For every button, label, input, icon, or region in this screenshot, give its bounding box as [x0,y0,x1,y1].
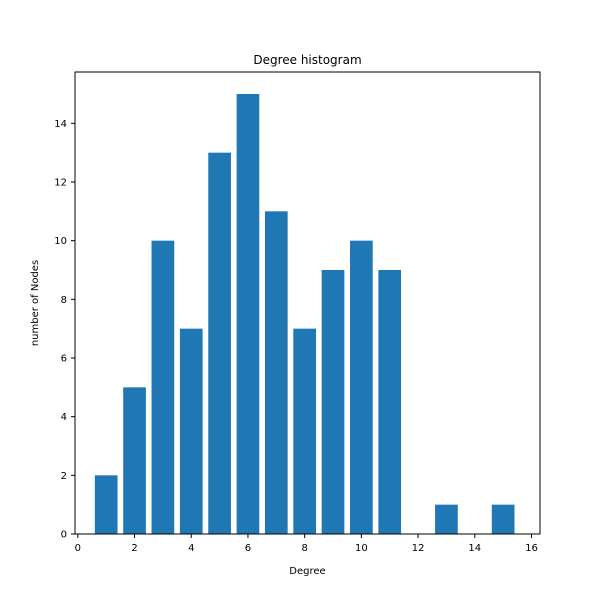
bar-degree-8 [293,328,317,534]
chart-title: Degree histogram [253,53,361,67]
bar-degree-4 [179,328,203,534]
y-tick-label: 8 [61,295,67,306]
y-tick-label: 6 [61,354,67,365]
y-tick-label: 0 [61,530,67,541]
bar-degree-11 [378,270,402,534]
bar-degree-1 [94,475,118,534]
bar-degree-5 [208,152,231,534]
x-tick-label: 4 [188,543,194,554]
plot-frame [74,71,541,535]
bar-degree-3 [151,240,175,534]
x-axis-label: Degree [289,566,325,577]
bar-degree-10 [350,240,373,534]
y-axis-label: number of Nodes [30,260,41,346]
x-tick-label: 2 [131,543,137,554]
x-tick-label: 16 [525,543,538,554]
y-tick-label: 10 [54,236,67,247]
y-tick-label: 2 [61,471,67,482]
bar-degree-13 [435,504,458,534]
y-axis-ticks: 0 2 4 6 8 10 12 14 [54,119,75,541]
x-tick-label: 8 [301,543,307,554]
bar-degree-2 [123,387,146,534]
x-tick-label: 12 [412,543,425,554]
x-tick-label: 6 [245,543,251,554]
bar-degree-15 [491,504,515,534]
y-tick-label: 12 [54,178,67,189]
x-tick-label: 0 [75,543,81,554]
bar-degree-6 [236,94,260,534]
y-tick-label: 4 [61,412,67,423]
y-tick-label: 14 [54,119,67,130]
bars-group [94,94,515,535]
bar-degree-9 [321,270,345,534]
bar-degree-7 [264,211,288,535]
x-axis-ticks: 0 2 4 6 8 10 12 14 16 [75,534,538,554]
x-tick-label: 10 [355,543,368,554]
x-tick-label: 14 [468,543,481,554]
